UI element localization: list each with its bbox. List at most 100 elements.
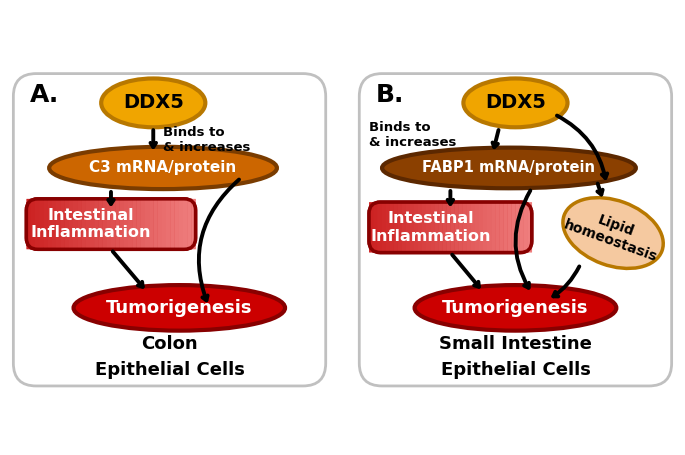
FancyBboxPatch shape <box>115 199 120 249</box>
Text: Intestinal
Inflammation: Intestinal Inflammation <box>30 208 151 240</box>
FancyBboxPatch shape <box>191 199 196 249</box>
FancyBboxPatch shape <box>499 202 503 253</box>
FancyBboxPatch shape <box>94 199 99 249</box>
FancyBboxPatch shape <box>31 199 35 249</box>
FancyBboxPatch shape <box>515 202 520 253</box>
FancyBboxPatch shape <box>458 202 463 253</box>
Ellipse shape <box>414 285 616 331</box>
FancyBboxPatch shape <box>90 199 95 249</box>
FancyBboxPatch shape <box>14 74 325 386</box>
FancyBboxPatch shape <box>187 199 192 249</box>
FancyBboxPatch shape <box>483 202 487 253</box>
FancyBboxPatch shape <box>466 202 471 253</box>
Text: Epithelial Cells: Epithelial Cells <box>95 361 245 379</box>
Text: Intestinal
Inflammation: Intestinal Inflammation <box>371 211 491 243</box>
Text: Small Intestine: Small Intestine <box>439 335 592 353</box>
FancyBboxPatch shape <box>487 202 491 253</box>
Text: Tumorigenesis: Tumorigenesis <box>106 299 253 317</box>
FancyBboxPatch shape <box>60 199 65 249</box>
Text: Tumorigenesis: Tumorigenesis <box>443 299 588 317</box>
Text: A.: A. <box>29 83 59 107</box>
FancyBboxPatch shape <box>98 199 103 249</box>
FancyBboxPatch shape <box>103 199 107 249</box>
FancyBboxPatch shape <box>397 202 402 253</box>
FancyBboxPatch shape <box>158 199 162 249</box>
FancyBboxPatch shape <box>519 202 524 253</box>
FancyBboxPatch shape <box>406 202 410 253</box>
FancyBboxPatch shape <box>179 199 183 249</box>
Ellipse shape <box>382 147 636 188</box>
FancyBboxPatch shape <box>162 199 166 249</box>
FancyBboxPatch shape <box>462 202 467 253</box>
FancyBboxPatch shape <box>166 199 171 249</box>
FancyBboxPatch shape <box>149 199 153 249</box>
FancyBboxPatch shape <box>438 202 443 253</box>
FancyBboxPatch shape <box>422 202 426 253</box>
FancyBboxPatch shape <box>414 202 418 253</box>
Text: FABP1 mRNA/protein: FABP1 mRNA/protein <box>423 161 595 176</box>
FancyBboxPatch shape <box>434 202 438 253</box>
FancyBboxPatch shape <box>447 202 451 253</box>
FancyBboxPatch shape <box>175 199 179 249</box>
Ellipse shape <box>463 78 567 127</box>
FancyBboxPatch shape <box>401 202 406 253</box>
FancyBboxPatch shape <box>26 199 31 249</box>
Text: B.: B. <box>375 83 404 107</box>
FancyBboxPatch shape <box>170 199 175 249</box>
Text: Binds to
& increases: Binds to & increases <box>369 121 456 149</box>
Text: Binds to
& increases: Binds to & increases <box>163 126 251 154</box>
FancyBboxPatch shape <box>145 199 149 249</box>
Text: DDX5: DDX5 <box>485 93 546 112</box>
FancyBboxPatch shape <box>512 202 516 253</box>
FancyBboxPatch shape <box>111 199 116 249</box>
FancyBboxPatch shape <box>382 202 386 253</box>
FancyBboxPatch shape <box>359 74 671 386</box>
FancyBboxPatch shape <box>183 199 188 249</box>
FancyBboxPatch shape <box>410 202 414 253</box>
Ellipse shape <box>73 285 285 331</box>
FancyBboxPatch shape <box>136 199 141 249</box>
FancyBboxPatch shape <box>451 202 455 253</box>
FancyBboxPatch shape <box>82 199 86 249</box>
FancyBboxPatch shape <box>475 202 480 253</box>
FancyBboxPatch shape <box>52 199 56 249</box>
FancyBboxPatch shape <box>426 202 430 253</box>
FancyBboxPatch shape <box>495 202 499 253</box>
Ellipse shape <box>49 147 277 189</box>
FancyBboxPatch shape <box>153 199 158 249</box>
Text: DDX5: DDX5 <box>123 93 184 112</box>
FancyBboxPatch shape <box>393 202 398 253</box>
FancyBboxPatch shape <box>64 199 69 249</box>
FancyBboxPatch shape <box>418 202 422 253</box>
FancyBboxPatch shape <box>124 199 128 249</box>
FancyBboxPatch shape <box>385 202 390 253</box>
FancyBboxPatch shape <box>119 199 124 249</box>
FancyBboxPatch shape <box>73 199 77 249</box>
FancyBboxPatch shape <box>43 199 48 249</box>
FancyBboxPatch shape <box>56 199 60 249</box>
FancyBboxPatch shape <box>26 199 195 249</box>
FancyBboxPatch shape <box>373 202 377 253</box>
FancyBboxPatch shape <box>107 199 111 249</box>
FancyBboxPatch shape <box>454 202 459 253</box>
FancyBboxPatch shape <box>47 199 52 249</box>
FancyBboxPatch shape <box>132 199 137 249</box>
FancyBboxPatch shape <box>86 199 90 249</box>
FancyBboxPatch shape <box>508 202 512 253</box>
FancyBboxPatch shape <box>35 199 39 249</box>
FancyBboxPatch shape <box>527 202 532 253</box>
FancyBboxPatch shape <box>523 202 528 253</box>
Text: Epithelial Cells: Epithelial Cells <box>440 361 590 379</box>
FancyBboxPatch shape <box>491 202 495 253</box>
FancyBboxPatch shape <box>389 202 394 253</box>
FancyBboxPatch shape <box>443 202 447 253</box>
FancyBboxPatch shape <box>68 199 73 249</box>
Ellipse shape <box>563 197 663 268</box>
FancyBboxPatch shape <box>503 202 508 253</box>
FancyBboxPatch shape <box>128 199 132 249</box>
FancyBboxPatch shape <box>369 202 373 253</box>
Text: C3 mRNA/protein: C3 mRNA/protein <box>90 161 236 176</box>
FancyBboxPatch shape <box>377 202 382 253</box>
FancyBboxPatch shape <box>77 199 82 249</box>
Ellipse shape <box>101 78 206 127</box>
